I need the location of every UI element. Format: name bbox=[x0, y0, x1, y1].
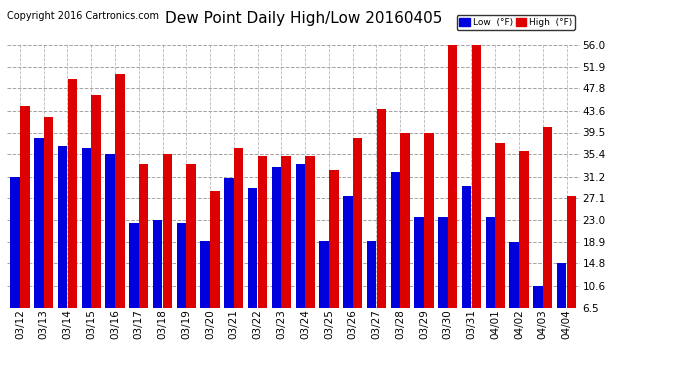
Bar bbox=[414, 217, 424, 342]
Bar bbox=[377, 109, 386, 342]
Bar bbox=[20, 106, 30, 342]
Bar bbox=[153, 220, 162, 342]
Bar bbox=[367, 241, 376, 342]
Bar bbox=[177, 223, 186, 342]
Bar bbox=[129, 223, 139, 342]
Bar bbox=[509, 242, 519, 342]
Bar bbox=[234, 148, 244, 342]
Bar bbox=[462, 186, 471, 342]
Bar bbox=[115, 74, 125, 342]
Bar bbox=[81, 148, 91, 342]
Bar bbox=[495, 143, 505, 342]
Bar bbox=[163, 154, 172, 342]
Bar bbox=[10, 177, 20, 342]
Bar bbox=[448, 45, 457, 342]
Bar bbox=[329, 170, 339, 342]
Bar bbox=[186, 164, 196, 342]
Bar bbox=[139, 164, 148, 342]
Bar bbox=[201, 241, 210, 342]
Bar bbox=[224, 178, 234, 342]
Text: Dew Point Daily High/Low 20160405: Dew Point Daily High/Low 20160405 bbox=[165, 11, 442, 26]
Bar bbox=[566, 196, 576, 342]
Bar bbox=[343, 196, 353, 342]
Bar bbox=[533, 286, 542, 342]
Bar bbox=[305, 156, 315, 342]
Bar bbox=[486, 217, 495, 342]
Bar bbox=[471, 45, 481, 342]
Bar bbox=[391, 172, 400, 342]
Bar bbox=[272, 167, 282, 342]
Bar bbox=[353, 138, 362, 342]
Bar bbox=[543, 127, 553, 342]
Bar bbox=[319, 241, 328, 342]
Bar bbox=[68, 80, 77, 342]
Bar bbox=[106, 154, 115, 342]
Bar bbox=[400, 132, 410, 342]
Legend: Low  (°F), High  (°F): Low (°F), High (°F) bbox=[457, 15, 575, 30]
Bar bbox=[438, 217, 448, 342]
Text: Copyright 2016 Cartronics.com: Copyright 2016 Cartronics.com bbox=[7, 11, 159, 21]
Bar bbox=[210, 191, 219, 342]
Bar bbox=[58, 146, 68, 342]
Bar bbox=[519, 151, 529, 342]
Bar bbox=[44, 117, 53, 342]
Bar bbox=[258, 156, 267, 342]
Bar bbox=[424, 132, 433, 342]
Bar bbox=[34, 138, 43, 342]
Bar bbox=[248, 188, 257, 342]
Bar bbox=[91, 95, 101, 342]
Bar bbox=[295, 164, 305, 342]
Bar bbox=[557, 264, 566, 342]
Bar bbox=[282, 156, 291, 342]
